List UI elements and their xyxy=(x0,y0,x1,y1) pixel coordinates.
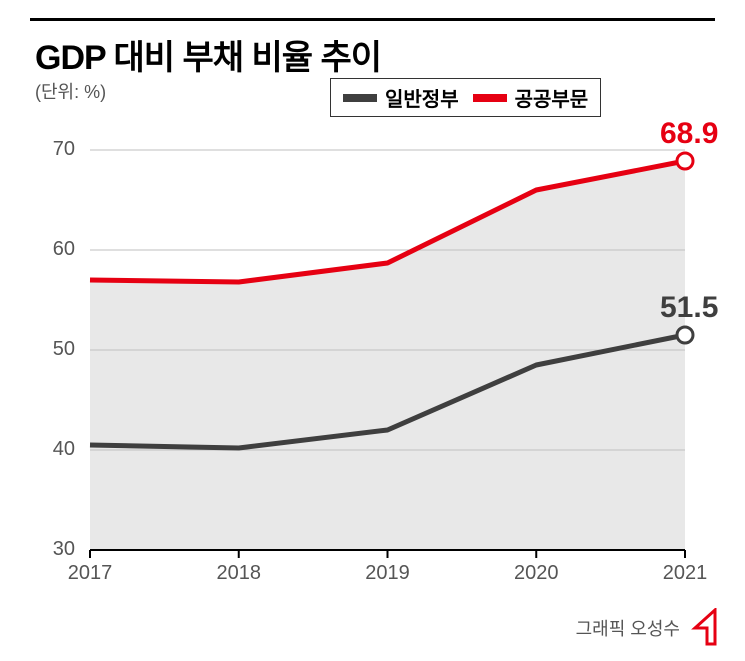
x-tick-label: 2021 xyxy=(655,562,715,585)
legend-label-series2: 공공부문 xyxy=(515,83,589,112)
y-tick-label: 50 xyxy=(35,338,75,361)
legend-item-series2: 공공부문 xyxy=(473,83,589,112)
series-end-label-0: 51.5 xyxy=(660,291,718,325)
y-tick-label: 70 xyxy=(35,138,75,161)
graphic-credit: 그래픽 오성수 xyxy=(576,615,680,641)
x-tick-label: 2020 xyxy=(506,562,566,585)
series-end-marker-1 xyxy=(677,153,693,169)
x-tick-label: 2018 xyxy=(209,562,269,585)
chart-svg xyxy=(35,130,715,570)
y-tick-label: 60 xyxy=(35,238,75,261)
y-tick-label: 40 xyxy=(35,438,75,461)
x-tick-label: 2019 xyxy=(358,562,418,585)
legend-label-series1: 일반정부 xyxy=(385,83,459,112)
chart-title: GDP 대비 부채 비율 추이 xyxy=(35,30,381,79)
legend-item-series1: 일반정부 xyxy=(343,83,459,112)
chart-area: 3040506070 20172018201920202021 51.568.9 xyxy=(35,130,715,570)
x-tick-label: 2017 xyxy=(60,562,120,585)
series-end-marker-0 xyxy=(677,327,693,343)
legend: 일반정부 공공부문 xyxy=(330,78,601,117)
unit-label: (단위: %) xyxy=(35,78,106,104)
top-border xyxy=(30,18,715,21)
y-tick-label: 30 xyxy=(35,538,75,561)
series-end-label-1: 68.9 xyxy=(660,117,718,151)
legend-swatch-series2 xyxy=(473,94,507,102)
legend-swatch-series1 xyxy=(343,94,377,102)
publisher-logo-icon xyxy=(687,608,717,646)
